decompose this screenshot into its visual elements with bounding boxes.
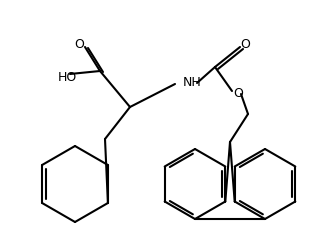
Text: O: O xyxy=(240,37,250,50)
Text: O: O xyxy=(74,37,84,50)
Text: NH: NH xyxy=(183,75,202,88)
Text: HO: HO xyxy=(58,70,77,83)
Text: O: O xyxy=(233,86,243,99)
